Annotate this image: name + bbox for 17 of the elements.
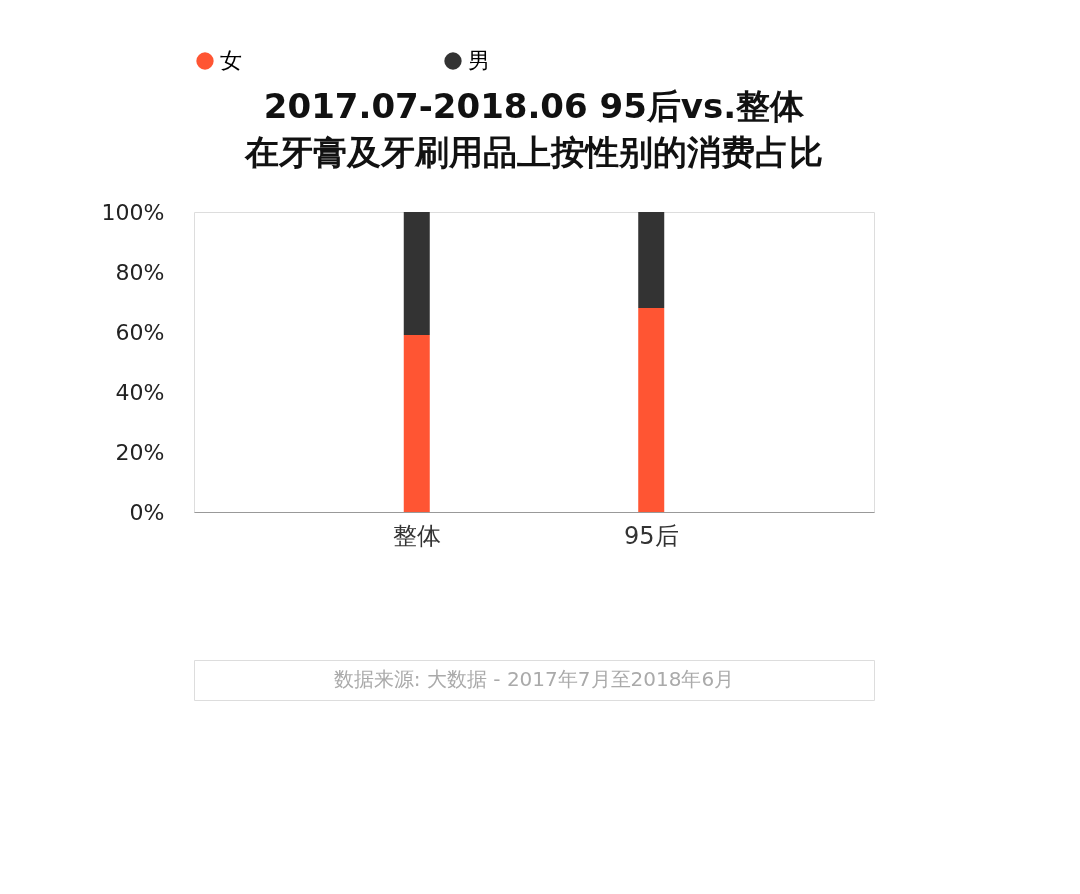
legend-label: 男 xyxy=(468,48,490,73)
y-tick-label: 80% xyxy=(115,259,165,285)
bar xyxy=(638,308,665,512)
bar xyxy=(638,212,665,308)
y-tick-label: 60% xyxy=(115,319,165,345)
bar xyxy=(403,212,430,335)
legend-label: 女 xyxy=(220,48,242,73)
y-tick-label: 40% xyxy=(115,379,165,405)
x-tick-label: 95后 xyxy=(623,521,679,550)
source-note: 数据来源: 大数据 - 2017年7月至2018年6月 xyxy=(333,667,735,691)
bar xyxy=(403,335,430,512)
chart-subtitle: 在牙膏及牙刷用品上按性别的消费占比 xyxy=(244,132,823,172)
y-tick-label: 0% xyxy=(129,499,165,525)
y-tick-label: 100% xyxy=(101,199,165,225)
x-tick-label: 整体 xyxy=(392,521,441,550)
chart-title: 2017.07-2018.06 95后vs.整体 xyxy=(263,86,806,126)
y-tick-label: 20% xyxy=(115,439,165,465)
